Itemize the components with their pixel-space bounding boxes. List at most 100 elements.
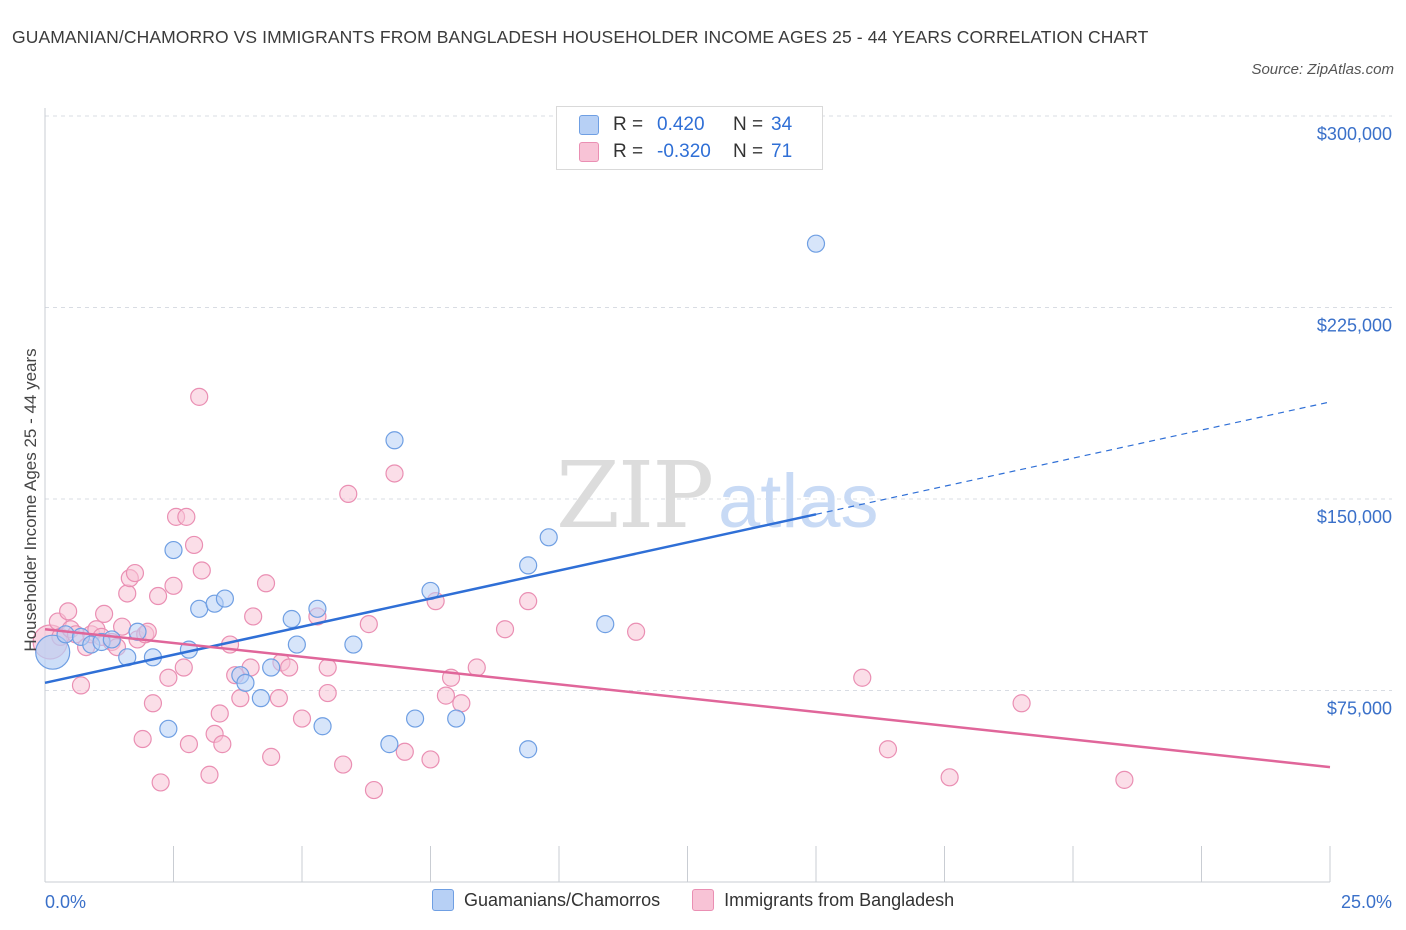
data-point	[71, 676, 91, 695]
data-point	[159, 668, 178, 687]
data-point	[282, 609, 301, 629]
legend-n-value: 71	[771, 141, 793, 162]
data-point	[318, 683, 337, 703]
data-point	[364, 780, 384, 800]
data-point	[853, 668, 872, 687]
series-legend: Guamanians/Chamorros Immigrants from Ban…	[432, 889, 986, 911]
legend-n-label: N =	[733, 114, 764, 135]
data-point	[118, 584, 137, 603]
legend-swatch-blue	[432, 889, 454, 911]
data-point	[164, 576, 183, 595]
chart-source: Source: ZipAtlas.com	[1251, 61, 1394, 78]
data-point	[940, 768, 959, 787]
y-tick-label: $225,000	[1317, 316, 1392, 336]
series-bangladesh-points	[32, 387, 1134, 800]
data-point	[405, 709, 425, 728]
data-point	[447, 709, 466, 728]
data-point	[380, 735, 399, 754]
grid-lines	[45, 115, 1392, 691]
legend-r-label: R =	[613, 141, 644, 162]
trend-line-guamanian-extension	[815, 401, 1331, 515]
data-point	[143, 694, 163, 713]
data-point	[596, 615, 615, 634]
data-point	[244, 607, 263, 626]
data-point	[421, 750, 440, 769]
legend-n-value: 34	[771, 114, 793, 135]
trend-lines	[44, 401, 1331, 769]
data-point	[519, 740, 538, 759]
legend-item-bangladesh: Immigrants from Bangladesh	[692, 889, 954, 911]
data-point	[56, 625, 75, 644]
y-tick-label: $300,000	[1317, 124, 1392, 144]
data-point	[519, 592, 538, 611]
data-point	[339, 484, 358, 503]
data-point	[256, 574, 276, 593]
data-point	[313, 717, 332, 736]
legend-label-guamanian: Guamanians/Chamorros	[464, 889, 661, 910]
data-point	[95, 604, 114, 624]
data-point	[35, 634, 71, 670]
data-point	[626, 622, 646, 641]
watermark: ZIP atlas	[556, 442, 879, 549]
data-point	[177, 507, 196, 526]
data-point	[164, 540, 183, 560]
trend-line-guamanian	[44, 513, 817, 685]
watermark-zip: ZIP	[556, 442, 712, 549]
data-point	[190, 599, 209, 618]
data-point	[200, 765, 219, 784]
data-point	[292, 709, 312, 728]
data-point	[148, 586, 168, 606]
data-point	[251, 689, 270, 708]
data-point	[59, 602, 78, 621]
data-point	[192, 561, 211, 580]
data-point	[102, 630, 121, 649]
data-point	[359, 615, 378, 634]
data-point	[215, 589, 234, 608]
data-point	[231, 689, 250, 708]
legend-swatch-pink	[692, 889, 715, 911]
data-point	[519, 556, 538, 575]
x-tick-label-max: 25.0%	[1341, 892, 1392, 912]
data-point	[539, 528, 558, 547]
x-tick-label-min: 0.0%	[45, 892, 86, 912]
data-point	[395, 742, 414, 761]
data-point	[308, 599, 327, 618]
data-point	[436, 686, 456, 705]
legend-swatch-blue	[579, 115, 599, 135]
data-point	[467, 658, 486, 677]
data-point	[385, 464, 404, 483]
legend-swatch-pink	[579, 142, 599, 162]
correlation-legend: R = 0.420 N = 34 R = -0.320 N = 71	[556, 106, 823, 170]
data-point	[452, 694, 471, 713]
trend-line-bangladesh	[44, 627, 1331, 769]
data-point	[262, 658, 281, 677]
data-point	[1012, 694, 1031, 713]
chart-title: GUAMANIAN/CHAMORRO VS IMMIGRANTS FROM BA…	[12, 27, 1149, 47]
data-point	[287, 635, 306, 654]
axes	[44, 108, 1331, 883]
data-point	[159, 719, 178, 738]
axis-labels: $75,000 $150,000 $225,000 $300,000 0.0% 25.0%…	[21, 124, 1392, 912]
data-point	[385, 431, 404, 450]
legend-r-value: -0.320	[657, 141, 711, 162]
data-point	[236, 673, 255, 692]
legend-r-value: 0.420	[657, 114, 705, 135]
data-point	[125, 563, 145, 583]
data-point	[878, 740, 898, 759]
legend-row-guamanian: R = 0.420 N = 34	[579, 113, 792, 137]
data-point	[1115, 770, 1134, 789]
data-point	[806, 234, 826, 253]
data-point	[334, 755, 353, 774]
data-point	[179, 735, 199, 754]
data-point	[213, 735, 232, 754]
legend-label-bangladesh: Immigrants from Bangladesh	[724, 889, 955, 910]
data-point	[133, 729, 152, 749]
data-point	[269, 689, 288, 708]
legend-row-bangladesh: R = -0.320 N = 71	[579, 140, 792, 164]
y-tick-label: $75,000	[1327, 699, 1392, 719]
data-point	[280, 658, 299, 677]
y-tick-label: $150,000	[1317, 507, 1392, 527]
data-point	[174, 658, 193, 677]
data-point	[210, 704, 229, 723]
